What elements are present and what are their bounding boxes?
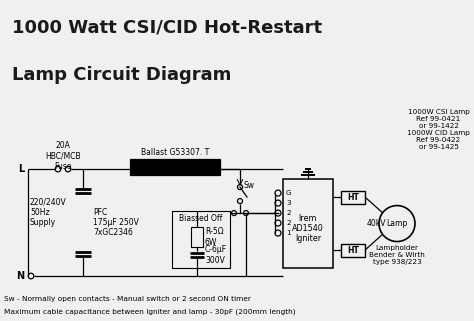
Text: Ballast G53307. T: Ballast G53307. T (141, 148, 209, 157)
Text: N: N (16, 271, 24, 281)
Text: L: L (18, 164, 24, 174)
Text: 2: 2 (286, 210, 291, 216)
Text: HT: HT (347, 193, 359, 202)
Text: Sw: Sw (244, 181, 255, 190)
Text: 3: 3 (286, 200, 291, 206)
Text: Sw - Normally open contacts - Manual switch or 2 second ON timer: Sw - Normally open contacts - Manual swi… (4, 296, 251, 302)
Text: 1000W CSI Lamp
Ref 99-0421
or 99-1422
1000W CID Lamp
Ref 99-0422
or 99-1425: 1000W CSI Lamp Ref 99-0421 or 99-1422 10… (407, 109, 470, 150)
Text: G: G (286, 190, 292, 196)
Text: 40kV: 40kV (367, 219, 386, 228)
Bar (341, 191, 365, 204)
Text: Lampholder
Bender & Wirth
type 938/223: Lampholder Bender & Wirth type 938/223 (369, 245, 425, 265)
Text: C-6μF
300V: C-6μF 300V (205, 245, 227, 265)
Text: 2: 2 (286, 220, 291, 226)
Text: Lamp Circuit Diagram: Lamp Circuit Diagram (12, 66, 231, 84)
Text: R-5Ω
6W: R-5Ω 6W (205, 227, 224, 247)
Text: HT: HT (347, 246, 359, 255)
Text: Lamp: Lamp (386, 219, 408, 228)
Text: 1: 1 (286, 230, 291, 236)
Bar (191, 227, 203, 247)
Bar (341, 244, 365, 256)
Bar (172, 211, 230, 268)
Text: PFC
175μF 250V
7xGC2346: PFC 175μF 250V 7xGC2346 (93, 208, 139, 238)
Text: Maximum cable capacitance between igniter and lamp - 30pF (200mm length): Maximum cable capacitance between ignite… (4, 308, 296, 315)
Text: Irem
AD1540
Igniter: Irem AD1540 Igniter (292, 214, 324, 243)
Text: 220/240V
50Hz
Supply: 220/240V 50Hz Supply (30, 198, 67, 228)
Text: 20A
HBC/MCB
Fuse: 20A HBC/MCB Fuse (45, 141, 81, 171)
Text: Biassed Off: Biassed Off (179, 214, 223, 223)
Bar (283, 179, 333, 268)
Bar (130, 159, 220, 175)
Text: 1000 Watt CSI/CID Hot-Restart: 1000 Watt CSI/CID Hot-Restart (12, 18, 322, 36)
